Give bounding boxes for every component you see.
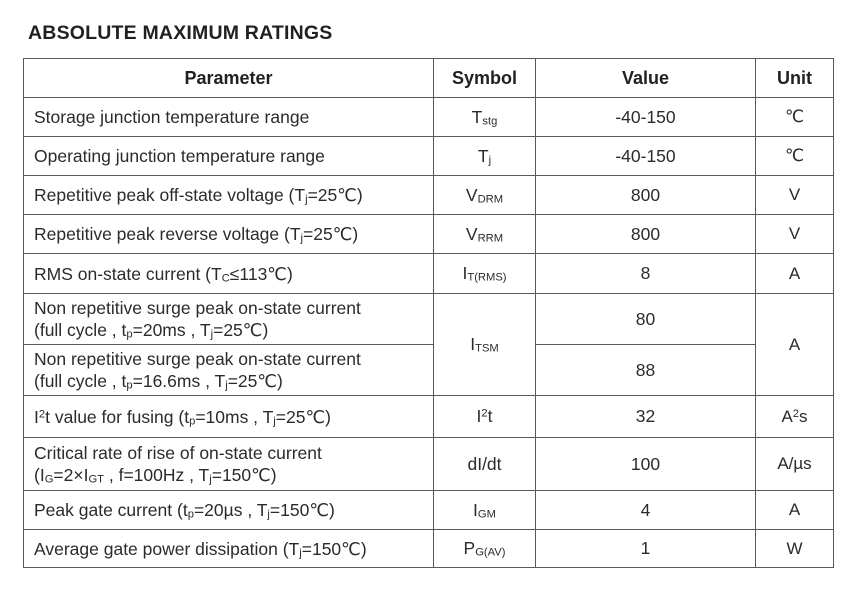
value-cell: 88 [535, 344, 756, 396]
column-header-unit: Unit [755, 58, 834, 98]
parameter-cell: Operating junction temperature range [23, 136, 434, 176]
symbol-cell: IGM [433, 490, 536, 530]
symbol-cell: ITSM [433, 293, 536, 396]
column-header-parameter: Parameter [23, 58, 434, 98]
symbol-cell: Tj [433, 136, 536, 176]
table-row: Non repetitive surge peak on-state curre… [23, 293, 834, 396]
table-row: Peak gate current (tp=20µs , Tj=150℃) IG… [23, 490, 834, 530]
parameter-cell: RMS on-state current (TC≤113℃) [23, 253, 434, 294]
symbol-cell: PG(AV) [433, 529, 536, 568]
parameter-cell: Non repetitive surge peak on-state curre… [23, 293, 434, 345]
parameter-cell: Peak gate current (tp=20µs , Tj=150℃) [23, 490, 434, 530]
table-row: Non repetitive surge peak on-state curre… [23, 344, 834, 396]
value-cell: 4 [535, 490, 756, 530]
value-cell: 8 [535, 253, 756, 294]
parameter-cell: Critical rate of rise of on-state curren… [23, 437, 434, 491]
unit-cell: ℃ [755, 136, 834, 176]
symbol-cell: Tstg [433, 97, 536, 137]
parameter-cell: Repetitive peak reverse voltage (Tj=25℃) [23, 214, 434, 254]
column-header-symbol: Symbol [433, 58, 536, 98]
table-row: Storage junction temperature range Tstg … [23, 97, 834, 137]
unit-cell: W [755, 529, 834, 568]
unit-cell: A/µs [755, 437, 834, 491]
page-title: ABSOLUTE MAXIMUM RATINGS [28, 22, 333, 44]
value-cell: 80 [535, 293, 756, 345]
absolute-maximum-ratings-table: Parameter Symbol Value Unit Storage junc… [23, 58, 834, 568]
value-cell: -40-150 [535, 97, 756, 137]
parameter-cell: Repetitive peak off-state voltage (Tj=25… [23, 175, 434, 215]
parameter-cell: I2t value for fusing (tp=10ms , Tj=25℃) [23, 395, 434, 438]
unit-cell: A [755, 490, 834, 530]
table-row: Repetitive peak off-state voltage (Tj=25… [23, 175, 834, 215]
value-cell: 800 [535, 175, 756, 215]
unit-cell: ℃ [755, 97, 834, 137]
symbol-cell: IT(RMS) [433, 253, 536, 294]
unit-cell: V [755, 175, 834, 215]
table-row: Operating junction temperature range Tj … [23, 136, 834, 176]
symbol-cell: VRRM [433, 214, 536, 254]
value-cell: 100 [535, 437, 756, 491]
unit-cell: A2s [755, 395, 834, 438]
unit-cell: A [755, 253, 834, 294]
value-cell: 1 [535, 529, 756, 568]
table-row: Average gate power dissipation (Tj=150℃)… [23, 529, 834, 568]
parameter-cell: Average gate power dissipation (Tj=150℃) [23, 529, 434, 568]
table-header-row: Parameter Symbol Value Unit [23, 58, 834, 98]
parameter-cell: Storage junction temperature range [23, 97, 434, 137]
column-header-value: Value [535, 58, 756, 98]
symbol-cell: VDRM [433, 175, 536, 215]
value-cell: 32 [535, 395, 756, 438]
table-row: I2t value for fusing (tp=10ms , Tj=25℃) … [23, 395, 834, 438]
unit-cell: V [755, 214, 834, 254]
unit-cell: A [755, 293, 834, 396]
table-row: RMS on-state current (TC≤113℃) IT(RMS) 8… [23, 253, 834, 294]
symbol-cell: I2t [433, 395, 536, 438]
value-cell: -40-150 [535, 136, 756, 176]
value-cell: 800 [535, 214, 756, 254]
table-row: Critical rate of rise of on-state curren… [23, 437, 834, 491]
table-row: Repetitive peak reverse voltage (Tj=25℃)… [23, 214, 834, 254]
symbol-cell: dI/dt [433, 437, 536, 491]
datasheet-page: ABSOLUTE MAXIMUM RATINGS Parameter Symbo… [0, 22, 855, 568]
parameter-cell: Non repetitive surge peak on-state curre… [23, 344, 434, 396]
